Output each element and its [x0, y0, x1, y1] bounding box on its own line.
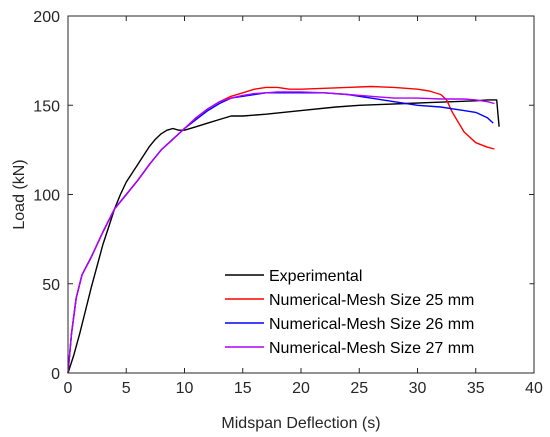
legend: Experimental Numerical-Mesh Size 25 mm Num…: [218, 257, 530, 366]
x-tick-label: 40: [525, 380, 543, 397]
y-tick-label: 0: [51, 366, 60, 383]
series-line-4: [67, 91, 495, 374]
legend-label-4: Numerical-Mesh Size 27 mm: [269, 340, 474, 357]
x-tick-label: 35: [467, 380, 485, 397]
x-tick-label: 15: [234, 380, 252, 397]
x-tick-label: 25: [350, 380, 368, 397]
y-tick-label: 150: [33, 98, 60, 115]
y-tick-label: 100: [33, 188, 60, 205]
y-tick-label: 50: [42, 277, 60, 294]
y-axis-label: Load (kN): [11, 159, 28, 229]
series-layer: [67, 85, 500, 374]
legend-label-2: Numerical-Mesh Size 25 mm: [269, 292, 474, 309]
ticks-layer: 0 5 10 15 20 25 30 35 40 0 50 100 150 200: [33, 9, 543, 397]
x-axis-label: Midspan Deflection (s): [221, 415, 380, 432]
x-tick-label: 20: [292, 380, 310, 397]
x-tick-label: 30: [409, 380, 427, 397]
legend-label-1: Experimental: [269, 268, 362, 285]
series-line-1: [67, 99, 500, 374]
x-tick-label: 0: [64, 380, 73, 397]
y-tick-label: 200: [33, 9, 60, 26]
legend-box: [218, 257, 530, 366]
x-tick-label: 10: [176, 380, 194, 397]
x-tick-label: 5: [122, 380, 131, 397]
legend-label-3: Numerical-Mesh Size 26 mm: [269, 316, 474, 333]
